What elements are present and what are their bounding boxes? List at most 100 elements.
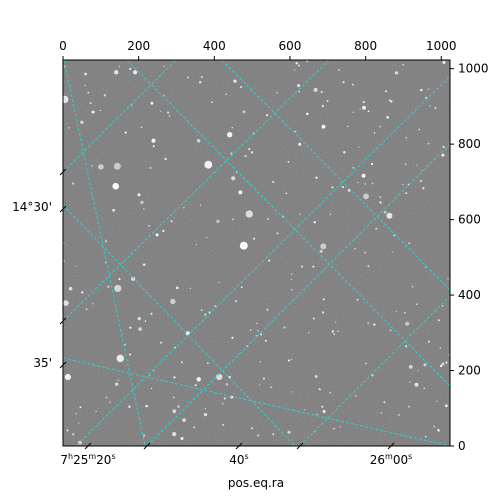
star [186, 76, 189, 79]
star [183, 206, 185, 209]
star [164, 157, 167, 160]
star [362, 100, 365, 104]
star [112, 182, 120, 190]
star [424, 266, 427, 268]
star [379, 196, 382, 199]
star [131, 276, 136, 281]
star [204, 313, 207, 316]
star [180, 361, 183, 364]
star [264, 339, 267, 342]
star [245, 210, 253, 218]
star [199, 204, 202, 207]
star [405, 137, 408, 139]
star [333, 333, 336, 336]
star [232, 218, 234, 220]
star [390, 100, 393, 103]
star [206, 236, 208, 239]
star [259, 333, 263, 336]
star [248, 147, 251, 151]
star [398, 414, 400, 416]
star [283, 326, 286, 329]
star [417, 370, 419, 372]
star [304, 408, 306, 411]
star [354, 247, 356, 250]
star [367, 322, 370, 324]
star [166, 111, 170, 114]
star [214, 305, 217, 308]
star [290, 358, 293, 361]
star [143, 434, 146, 437]
star [193, 426, 196, 429]
star [206, 362, 209, 365]
star [266, 308, 269, 311]
star [331, 186, 334, 189]
star [427, 142, 430, 145]
grid-line [75, 75, 450, 446]
star [137, 316, 141, 321]
plot-frame [62, 59, 451, 447]
star [342, 80, 345, 84]
star [312, 265, 315, 268]
star [404, 163, 407, 166]
image-area [62, 59, 451, 447]
star [379, 125, 381, 128]
ra-tick-mark [143, 442, 151, 450]
star [405, 192, 408, 195]
star [313, 221, 316, 224]
star [189, 287, 192, 290]
right-axis-tick-label: 0 [458, 439, 466, 453]
star [293, 69, 296, 71]
image-noise [63, 60, 450, 446]
star [418, 128, 421, 131]
star [124, 131, 127, 134]
star [404, 312, 406, 314]
star [107, 285, 110, 288]
star [257, 434, 260, 437]
star [447, 278, 449, 280]
star [114, 70, 119, 75]
star [160, 341, 163, 344]
star [407, 183, 410, 186]
star [95, 410, 97, 413]
star [89, 102, 92, 105]
star [103, 94, 106, 97]
star [129, 353, 132, 356]
star [444, 404, 448, 408]
star [373, 132, 376, 134]
star [439, 347, 442, 349]
star [370, 162, 374, 166]
star [316, 413, 318, 416]
star [170, 220, 173, 223]
star [380, 412, 383, 414]
star [204, 160, 213, 169]
star [74, 265, 77, 268]
star [411, 285, 414, 288]
star [250, 427, 253, 430]
star [441, 362, 445, 366]
star [71, 182, 75, 185]
grid-line [63, 60, 146, 446]
star [425, 96, 428, 99]
star [85, 308, 88, 311]
star [259, 361, 262, 363]
star [231, 127, 233, 129]
star [371, 182, 374, 185]
right-axis-tick-label: 600 [458, 213, 481, 227]
star [222, 423, 225, 426]
star [84, 72, 87, 76]
star [177, 405, 180, 408]
star [321, 311, 325, 314]
coordinate-grid [63, 60, 450, 446]
star [151, 138, 156, 143]
star [257, 329, 259, 332]
star [250, 329, 252, 331]
star [223, 397, 226, 400]
star [75, 412, 78, 415]
star [150, 312, 153, 315]
star [72, 433, 75, 436]
star [383, 401, 386, 404]
star [343, 150, 346, 154]
star [315, 176, 318, 179]
star [225, 383, 229, 386]
